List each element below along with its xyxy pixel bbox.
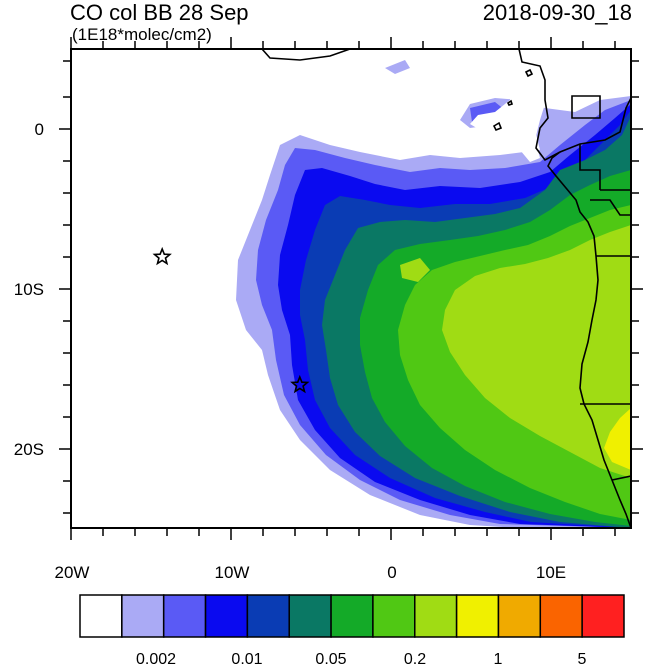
- x-tick-label-0: 0: [387, 563, 397, 582]
- co-contour-lavender-patch: [385, 60, 410, 74]
- colorbar-swatch-8: [414, 594, 458, 638]
- island-small-2: [492, 121, 503, 132]
- colorbar-label-0.2: 0.2: [403, 651, 427, 668]
- island-small-3: [506, 99, 514, 106]
- star-marker-west: [152, 246, 172, 266]
- x-tick-label-10e: 10E: [535, 563, 567, 582]
- colorbar-swatch-0: [79, 594, 123, 638]
- land-north-nodata: [470, 49, 631, 162]
- x-tick-label-20w: 20W: [54, 563, 90, 582]
- map-datetime: 2018-09-30_18: [482, 0, 632, 25]
- colorbar-swatch-7: [372, 594, 416, 638]
- co-contour-yellow: [604, 408, 631, 470]
- colorbar: [79, 594, 625, 638]
- colorbar-swatch-10: [497, 594, 542, 638]
- colorbar-swatch-1: [121, 594, 165, 638]
- co-column-field: [236, 49, 631, 528]
- island-small-1: [524, 68, 534, 78]
- coastline-gulf: [547, 151, 631, 528]
- map-units: (1E18*molec/cm2): [72, 25, 212, 44]
- coastline-borders: [261, 49, 631, 528]
- map-title: CO col BB 28 Sep: [70, 0, 249, 25]
- colorbar-swatch-3: [204, 594, 249, 638]
- x-tick-label-10w: 10W: [214, 563, 250, 582]
- colorbar-label-0.01: 0.01: [231, 651, 263, 668]
- colorbar-label-1: 1: [493, 651, 503, 668]
- co-contour-yellow-green-patch: [400, 258, 430, 282]
- co-contour-yellow-green: [442, 225, 631, 478]
- star-marker-east: [290, 374, 310, 394]
- colorbar-swatch-6: [330, 594, 374, 638]
- y-tick-label-20s: 20S: [13, 440, 44, 459]
- colorbar-swatch-4: [246, 594, 290, 638]
- colorbar-swatch-2: [162, 594, 207, 638]
- border-lines: [571, 95, 631, 481]
- coastline-west-africa: [518, 49, 631, 162]
- colorbar-swatch-9: [455, 594, 500, 638]
- tick-marks: [59, 37, 643, 540]
- colorbar-swatch-5: [288, 594, 332, 638]
- coastline-africa: [261, 49, 351, 61]
- station-markers: [152, 246, 310, 394]
- colorbar-swatch-12: [581, 594, 625, 638]
- colorbar-label-0.002: 0.002: [135, 651, 177, 668]
- colorbar-swatch-11: [539, 594, 583, 638]
- y-tick-label-0: 0: [34, 120, 44, 139]
- colorbar-label-0.05: 0.05: [315, 651, 347, 668]
- colorbar-label-5: 5: [577, 651, 587, 668]
- y-tick-label-10s: 10S: [13, 280, 44, 299]
